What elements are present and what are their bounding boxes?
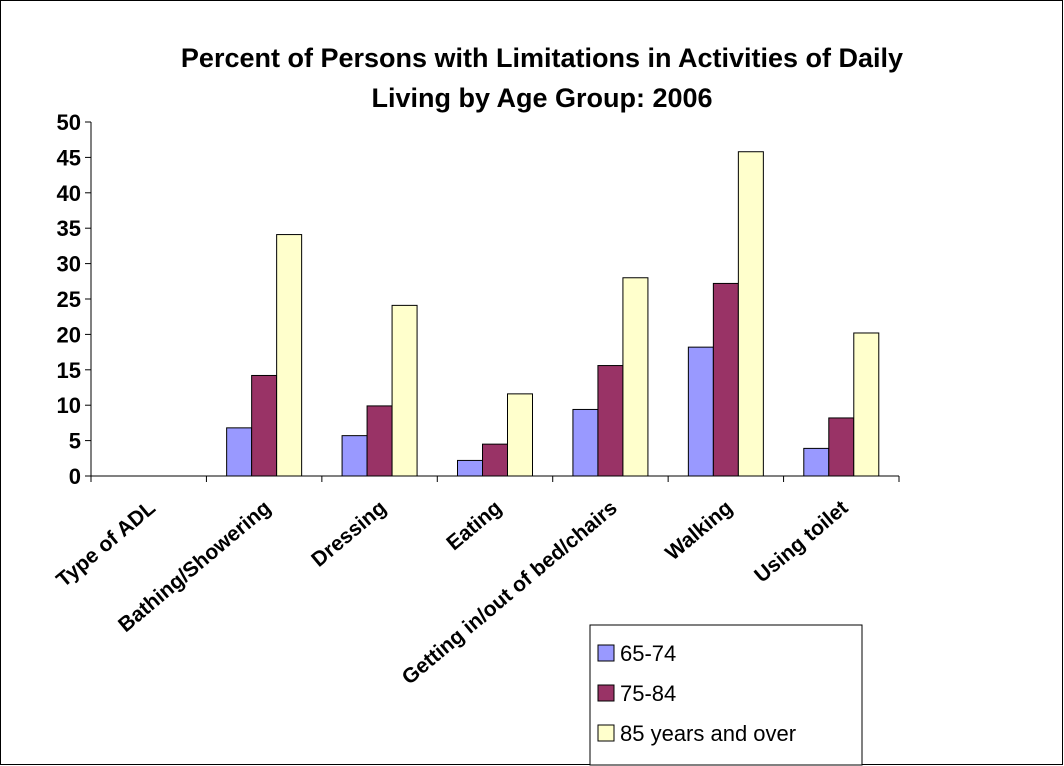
bar-85-years-and-over bbox=[276, 234, 303, 477]
chart-title-line-2: Living by Age Group: 2006 bbox=[371, 83, 712, 113]
legend: 65-74 75-84 85 years and over bbox=[589, 624, 863, 766]
bar-65-74 bbox=[341, 435, 368, 477]
legend-swatch bbox=[597, 644, 615, 662]
y-tick-label: 10 bbox=[57, 393, 81, 418]
bar-85-years-and-over bbox=[853, 332, 880, 477]
bar-75-84 bbox=[482, 443, 508, 477]
y-tick-label: 25 bbox=[57, 287, 81, 312]
legend-box bbox=[589, 624, 863, 766]
bar-65-74 bbox=[803, 447, 830, 477]
legend-label: 65-74 bbox=[620, 641, 676, 666]
y-tick-label: 15 bbox=[57, 358, 81, 383]
bar-75-84 bbox=[251, 374, 278, 477]
bar-65-74 bbox=[226, 427, 253, 477]
bar-75-84 bbox=[828, 417, 855, 477]
y-tick-label: 40 bbox=[57, 181, 81, 206]
legend-label: 85 years and over bbox=[620, 721, 796, 746]
y-tick-label: 50 bbox=[57, 110, 81, 135]
y-tick-label: 5 bbox=[69, 429, 81, 454]
legend-label: 75-84 bbox=[620, 681, 676, 706]
bar-75-84 bbox=[597, 365, 624, 477]
bar-85-years-and-over bbox=[391, 304, 418, 477]
legend-swatch bbox=[597, 724, 615, 742]
bar-75-84 bbox=[712, 282, 739, 477]
bar-85-years-and-over bbox=[737, 151, 764, 477]
y-tick-label: 30 bbox=[57, 252, 81, 277]
bar-65-74 bbox=[457, 459, 483, 477]
legend-swatch bbox=[597, 684, 615, 702]
y-tick-label: 45 bbox=[57, 145, 81, 170]
y-tick-label: 35 bbox=[57, 216, 81, 241]
bar-85-years-and-over bbox=[622, 277, 649, 477]
bar-85-years-and-over bbox=[507, 393, 533, 477]
y-tick-label: 20 bbox=[57, 322, 81, 347]
bar-65-74 bbox=[572, 408, 599, 477]
y-tick-label: 0 bbox=[69, 464, 81, 489]
bar-75-84 bbox=[366, 405, 393, 477]
bar-65-74 bbox=[687, 346, 714, 477]
chart-title-line-1: Percent of Persons with Limitations in A… bbox=[181, 43, 903, 73]
